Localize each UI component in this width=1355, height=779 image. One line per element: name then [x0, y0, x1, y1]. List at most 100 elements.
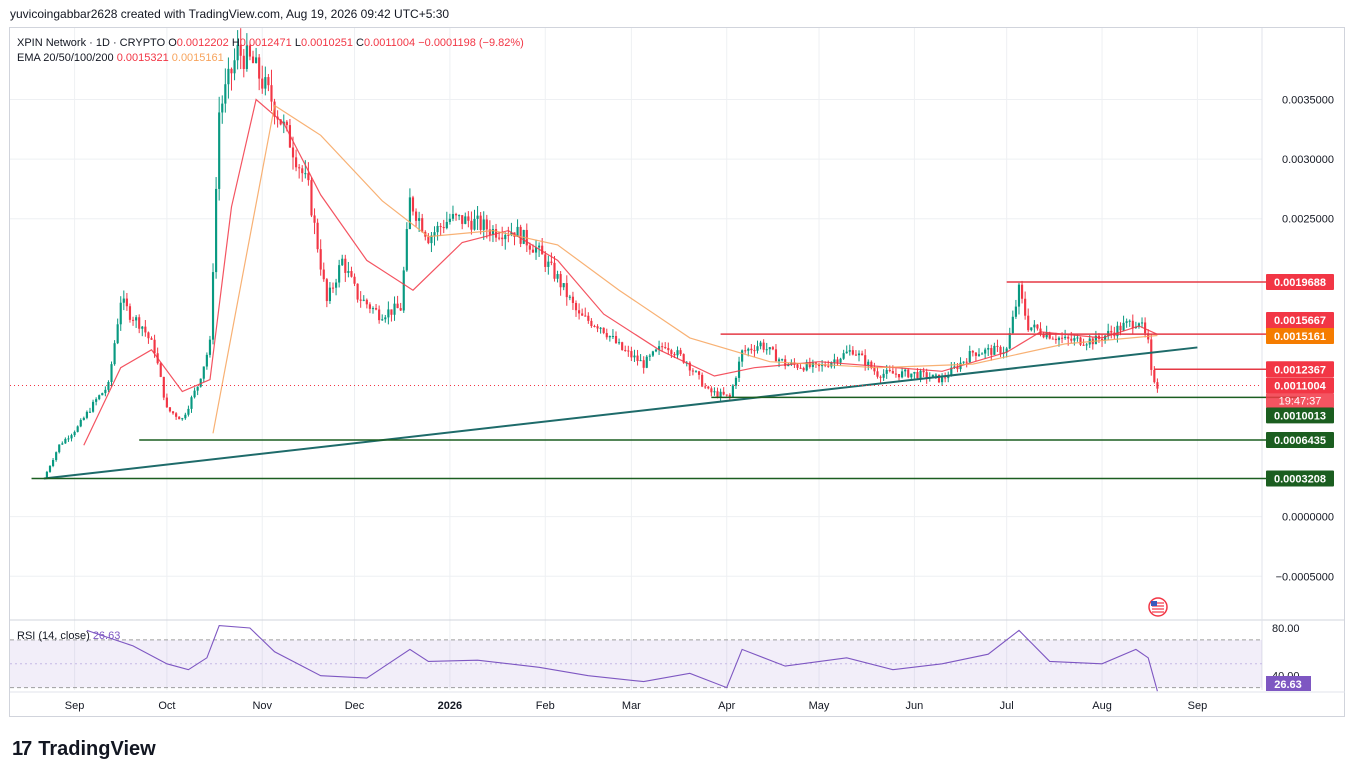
- candle-body: [390, 309, 393, 315]
- tradingview-logo[interactable]: 17 TradingView: [12, 738, 156, 761]
- candle-body: [756, 346, 759, 351]
- tradingview-logo-text: TradingView: [38, 738, 156, 760]
- price-tick-label: 0.0030000: [1282, 154, 1334, 166]
- candle-body: [507, 234, 510, 236]
- candle-body: [119, 302, 122, 325]
- candle-body: [799, 367, 802, 369]
- candle-body: [716, 391, 719, 398]
- time-tick-label: Jun: [906, 700, 924, 712]
- candle-body: [128, 306, 132, 320]
- price-tag: [1266, 274, 1334, 291]
- candle-body: [411, 197, 415, 212]
- candle-body: [359, 299, 362, 301]
- candle-body: [873, 368, 876, 372]
- candle-body: [980, 353, 984, 355]
- rsi-value-tag-label: 26.63: [1274, 679, 1302, 691]
- candle-body: [664, 347, 667, 349]
- candle-body: [624, 349, 627, 351]
- candle-body: [977, 354, 981, 356]
- open-label: O: [168, 37, 177, 49]
- candle-body: [851, 350, 854, 355]
- candle-body: [814, 362, 818, 364]
- price-tag-label: 0.0003208: [1274, 473, 1326, 485]
- price-tag: [1266, 311, 1334, 328]
- candle-body: [704, 386, 707, 388]
- candle-body: [371, 308, 375, 310]
- candle-body: [211, 272, 215, 340]
- candle-body: [648, 355, 651, 357]
- candle-body: [611, 335, 615, 337]
- candle-body: [498, 237, 501, 239]
- candle-body: [737, 361, 741, 378]
- candle-body: [251, 56, 255, 64]
- candle-body: [245, 45, 248, 69]
- ema-label[interactable]: EMA 20/50/100/200: [17, 52, 114, 64]
- candle-body: [381, 319, 384, 321]
- rsi-legend[interactable]: RSI (14, close) 26.63: [17, 630, 120, 642]
- candle-body: [55, 452, 58, 460]
- candle-body: [399, 308, 402, 311]
- candle-body: [488, 229, 491, 235]
- candle-body: [1107, 330, 1110, 336]
- candle-body: [1024, 298, 1027, 316]
- candle-body: [178, 416, 181, 420]
- candle-body: [556, 274, 559, 279]
- symbol-name[interactable]: XPIN Network · 1D · CRYPTO: [17, 37, 166, 49]
- candle-body: [1122, 322, 1125, 331]
- price-tag: [1266, 431, 1334, 448]
- time-tick-label: Sep: [1188, 700, 1208, 712]
- candle-body: [904, 369, 907, 372]
- price-tag: [1266, 377, 1334, 394]
- symbol-legend[interactable]: XPIN Network · 1D · CRYPTO O0.0012202 H0…: [17, 37, 524, 49]
- candle-body: [301, 168, 304, 174]
- candle-body: [402, 270, 405, 311]
- candle-body: [1027, 315, 1030, 331]
- candle-body: [725, 394, 728, 396]
- candle-body: [962, 361, 965, 363]
- candle-body: [436, 225, 439, 233]
- candle-body: [224, 84, 227, 104]
- rsi-label[interactable]: RSI (14, close): [17, 630, 90, 642]
- candle-body: [762, 342, 765, 350]
- candle-body: [1144, 322, 1147, 334]
- candle-body: [104, 389, 107, 394]
- candle-body: [516, 226, 519, 237]
- candle-body: [1153, 369, 1156, 383]
- candle-body: [67, 438, 70, 440]
- candle-body: [691, 370, 694, 372]
- candle-body: [208, 339, 212, 355]
- candle-body: [239, 44, 242, 56]
- candle-body: [913, 371, 916, 374]
- time-tick-label: Dec: [345, 700, 365, 712]
- ema50-line: [212, 104, 1158, 434]
- candle-body: [285, 121, 288, 126]
- candle-body: [396, 303, 399, 309]
- candle-body: [258, 57, 261, 79]
- candle-body: [811, 362, 814, 367]
- candle-body: [528, 245, 531, 250]
- candle-body: [661, 346, 664, 348]
- ema-legend[interactable]: EMA 20/50/100/200 0.0015321 0.0015161: [17, 52, 224, 64]
- candle-body: [605, 333, 608, 338]
- ema20-line: [83, 98, 1158, 446]
- candle-body: [193, 390, 196, 398]
- candle-body: [1057, 337, 1061, 341]
- candle-body: [510, 232, 513, 236]
- chart-frame[interactable]: [9, 27, 1345, 717]
- candle-body: [393, 303, 396, 315]
- candle-body: [1125, 321, 1128, 323]
- candle-body: [534, 247, 538, 253]
- candle-body: [974, 352, 977, 356]
- candle-body: [171, 411, 175, 414]
- candle-body: [765, 349, 768, 351]
- candle-body: [125, 298, 128, 307]
- candle-body: [442, 226, 445, 229]
- candle-body: [574, 302, 578, 311]
- candle-body: [181, 418, 184, 420]
- candle-body: [461, 215, 464, 224]
- candle-body: [876, 371, 879, 377]
- candle-body: [1008, 333, 1011, 349]
- candle-body: [697, 371, 701, 375]
- low-value: 0.0010251: [300, 37, 353, 49]
